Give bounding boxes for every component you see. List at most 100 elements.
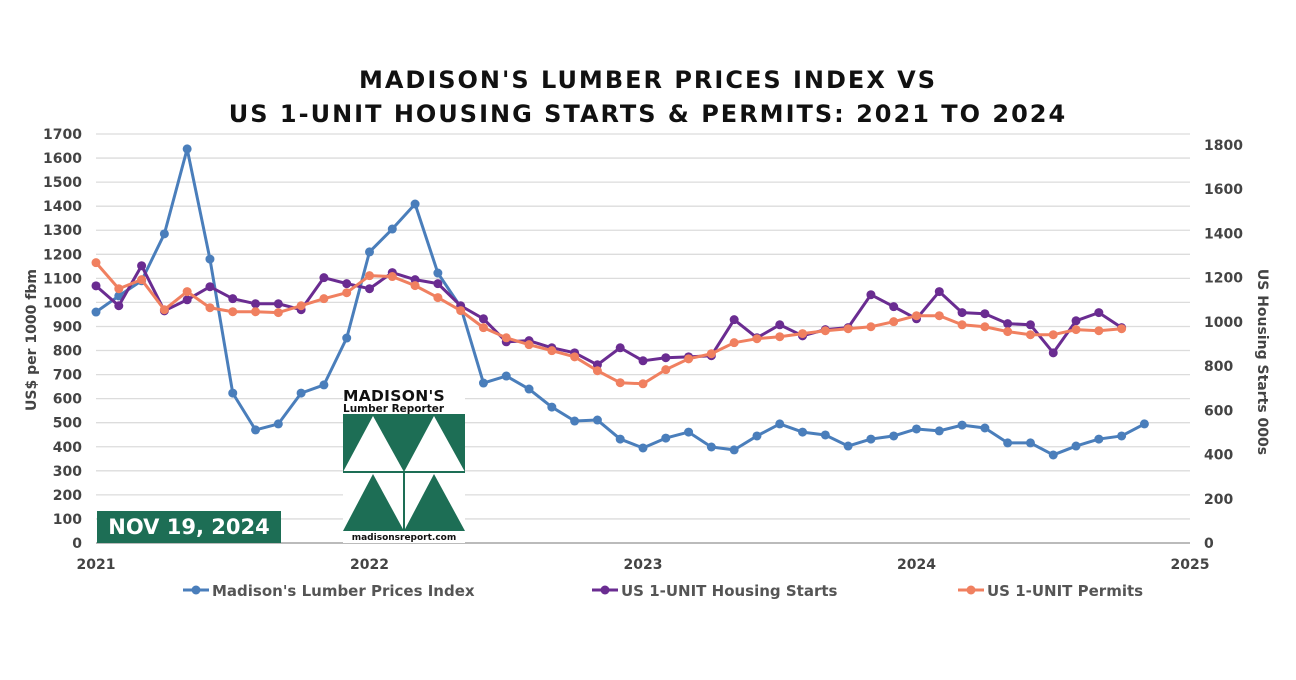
- data-point: [661, 433, 671, 443]
- chart-title-line1: MADISON'S LUMBER PRICES INDEX VS: [358, 66, 938, 94]
- y-left-tick-label: 800: [53, 344, 82, 360]
- data-point: [1117, 324, 1127, 334]
- data-point: [638, 379, 648, 389]
- series-2: [91, 261, 1127, 370]
- data-point: [387, 272, 397, 282]
- data-point: [912, 424, 921, 434]
- y-left-tick-label: 1600: [43, 151, 82, 167]
- data-point: [866, 290, 876, 300]
- data-point: [387, 224, 397, 234]
- data-point: [1048, 348, 1058, 358]
- data-point: [889, 431, 899, 441]
- data-point: [1025, 330, 1035, 340]
- data-point: [729, 338, 739, 348]
- y-right-tick-label: 1600: [1204, 182, 1243, 198]
- data-point: [456, 306, 466, 316]
- data-point: [1117, 431, 1127, 441]
- data-point: [615, 378, 625, 388]
- y-right-tick-label: 1000: [1204, 315, 1243, 331]
- data-point: [501, 333, 511, 343]
- data-point: [365, 284, 374, 294]
- data-point: [137, 275, 147, 285]
- data-point: [478, 378, 488, 388]
- data-point: [365, 271, 374, 281]
- data-point: [729, 315, 739, 325]
- data-point: [980, 423, 990, 433]
- logo-subtitle: Lumber Reporter: [343, 403, 445, 415]
- y-right-tick-label: 200: [1204, 492, 1233, 508]
- y-left-tick-label: 900: [53, 319, 82, 335]
- data-point: [251, 307, 261, 317]
- data-point: [957, 308, 967, 318]
- x-tick-label: 2023: [624, 557, 663, 573]
- data-point: [1094, 326, 1104, 336]
- legend-marker: [600, 585, 610, 595]
- series-line: [94, 261, 1122, 386]
- data-point: [205, 282, 215, 292]
- x-tick-label: 2021: [77, 557, 116, 573]
- data-point: [1094, 308, 1104, 318]
- y-right-tick-label: 400: [1204, 448, 1233, 464]
- y-left-tick-label: 1100: [43, 271, 82, 287]
- data-point: [661, 365, 671, 375]
- data-point: [1003, 327, 1013, 337]
- data-point: [319, 294, 329, 304]
- y-left-tick-label: 1700: [43, 127, 82, 143]
- data-point: [478, 314, 488, 324]
- data-point: [775, 320, 785, 330]
- y-left-tick-label: 1500: [43, 175, 82, 191]
- data-point: [251, 425, 261, 435]
- data-point: [205, 254, 215, 264]
- y-right-tick-label: 1800: [1204, 138, 1243, 154]
- data-point: [889, 317, 899, 327]
- y-left-tick-label: 0: [72, 536, 82, 552]
- legend-item: Madison's Lumber Prices Index: [183, 582, 475, 600]
- data-point: [547, 402, 557, 412]
- data-point: [433, 268, 443, 278]
- data-point: [342, 279, 352, 289]
- data-point: [182, 295, 192, 305]
- data-point: [1071, 316, 1081, 326]
- data-point: [684, 427, 694, 437]
- data-point: [137, 261, 147, 271]
- data-point: [182, 144, 192, 154]
- data-point: [365, 247, 374, 257]
- x-tick-label: 2022: [350, 557, 389, 573]
- y-axis-right-label: US Housing Starts 000s: [1254, 269, 1270, 455]
- data-point: [433, 293, 443, 303]
- data-point: [1071, 325, 1081, 335]
- data-point: [524, 384, 534, 394]
- y-left-tick-label: 1000: [43, 295, 82, 311]
- data-point: [775, 419, 785, 429]
- legend-marker: [191, 585, 201, 595]
- data-point: [228, 388, 238, 398]
- chart-title-line2: US 1-UNIT HOUSING STARTS & PERMITS: 2021…: [228, 100, 1068, 128]
- data-point: [615, 434, 625, 444]
- data-point: [820, 430, 830, 440]
- data-point: [114, 291, 124, 301]
- data-point: [296, 301, 306, 311]
- data-point: [1139, 419, 1149, 429]
- legend-item: US 1-UNIT Permits: [958, 582, 1143, 600]
- data-point: [296, 388, 306, 398]
- y-right-tick-label: 1200: [1204, 271, 1243, 287]
- data-point: [114, 284, 124, 294]
- data-point: [524, 340, 534, 350]
- y-left-tick-label: 600: [53, 392, 82, 408]
- data-point: [980, 309, 990, 319]
- series-3: [91, 258, 1127, 389]
- data-point: [410, 281, 420, 291]
- y-left-tick-label: 1300: [43, 223, 82, 239]
- logo-mark-icon: [343, 414, 465, 531]
- y-right-tick-label: 1400: [1204, 226, 1243, 242]
- series-line: [95, 264, 1123, 367]
- data-point: [592, 415, 602, 425]
- data-point: [798, 427, 808, 437]
- data-point: [228, 307, 238, 317]
- data-point: [752, 334, 762, 344]
- data-point: [433, 279, 443, 289]
- x-tick-label: 2025: [1171, 557, 1210, 573]
- data-point: [957, 320, 967, 330]
- data-point: [251, 299, 261, 309]
